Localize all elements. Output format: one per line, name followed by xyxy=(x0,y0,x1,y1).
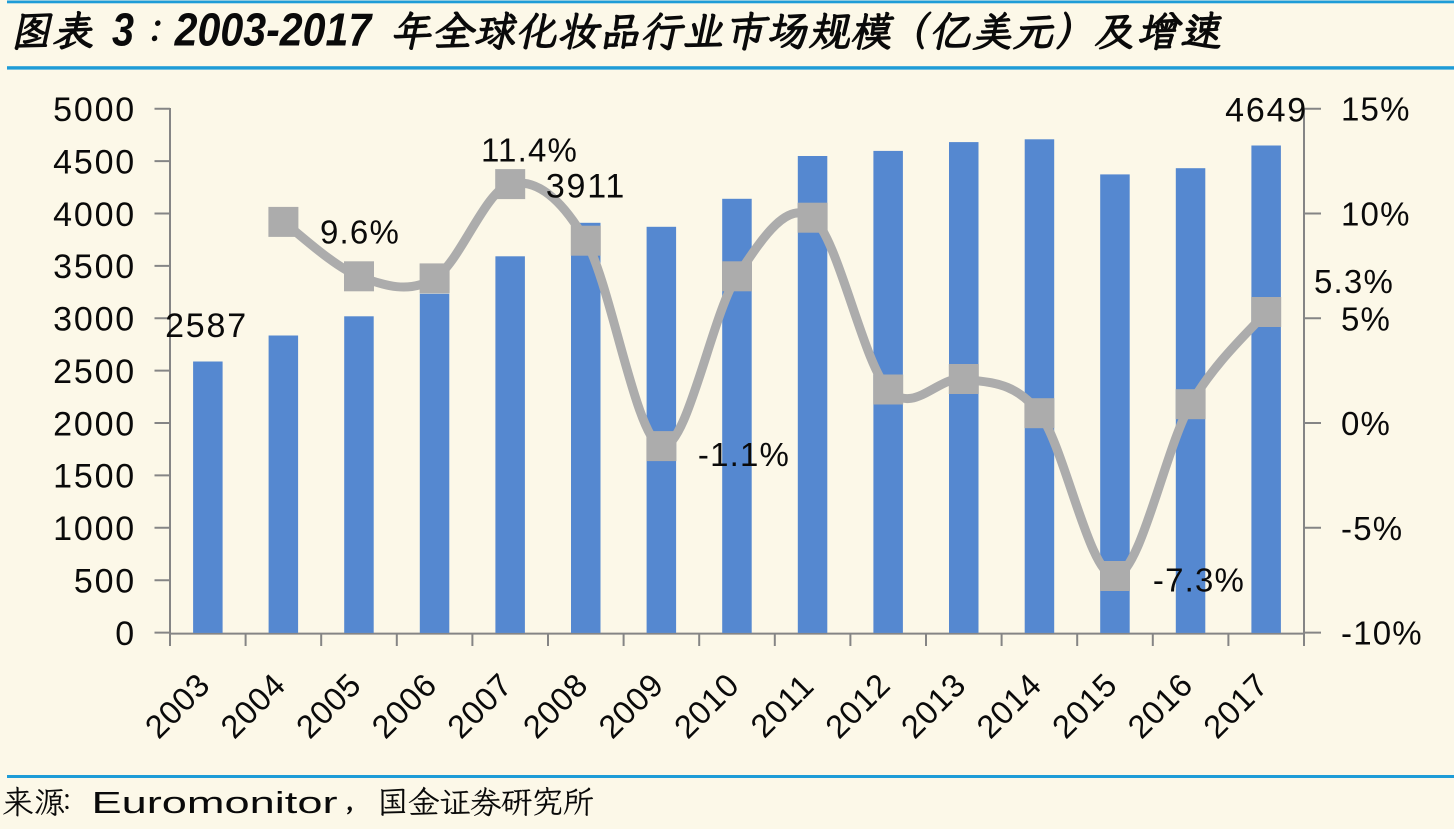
svg-text:9.6%: 9.6% xyxy=(320,214,400,251)
svg-text:2003-2017: 2003-2017 xyxy=(174,4,374,56)
svg-text:-1.1%: -1.1% xyxy=(698,436,790,473)
svg-text:0%: 0% xyxy=(1341,405,1391,442)
svg-text:Euromonitor: Euromonitor xyxy=(92,785,338,820)
svg-text:5000: 5000 xyxy=(53,91,136,129)
svg-text:1500: 1500 xyxy=(53,458,136,496)
svg-text:2587: 2587 xyxy=(165,307,248,345)
svg-text:0: 0 xyxy=(115,615,136,653)
svg-text:4649: 4649 xyxy=(1225,91,1308,129)
svg-text:10%: 10% xyxy=(1341,196,1411,233)
svg-text:-7.3%: -7.3% xyxy=(1153,562,1245,599)
svg-text:11.4%: 11.4% xyxy=(481,132,578,169)
svg-text:-10%: -10% xyxy=(1341,615,1423,652)
svg-text:5.3%: 5.3% xyxy=(1314,263,1394,300)
svg-text:5%: 5% xyxy=(1341,300,1391,337)
svg-text:15%: 15% xyxy=(1341,91,1411,128)
svg-text:4000: 4000 xyxy=(53,196,136,234)
svg-text:500: 500 xyxy=(74,563,136,601)
svg-text:2500: 2500 xyxy=(53,353,136,391)
svg-text:-5%: -5% xyxy=(1341,510,1403,547)
svg-text:2000: 2000 xyxy=(53,405,136,443)
svg-text:3911: 3911 xyxy=(546,168,626,206)
svg-text:3000: 3000 xyxy=(53,301,136,339)
svg-text:1000: 1000 xyxy=(53,510,136,548)
svg-text:4500: 4500 xyxy=(53,143,136,181)
svg-text:3500: 3500 xyxy=(53,248,136,286)
svg-text:3: 3 xyxy=(112,4,134,56)
